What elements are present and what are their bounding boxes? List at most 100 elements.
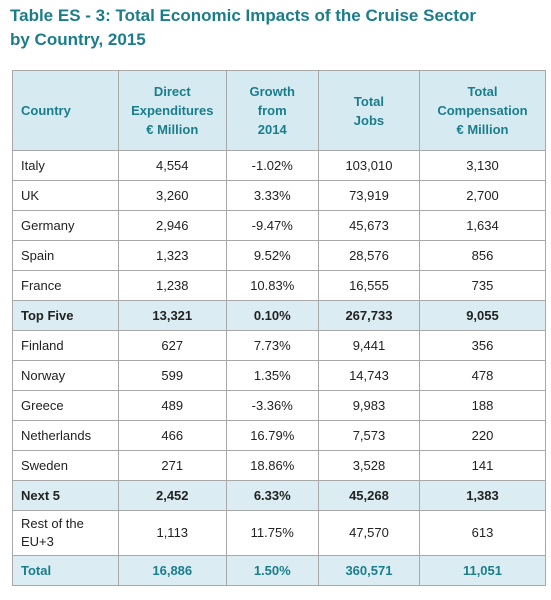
text-line: Growth (249, 84, 296, 99)
data-row: Greece 489 -3.36% 9,983 188 (12, 390, 547, 421)
value-cell: 1.50% (225, 555, 319, 586)
value-cell: 599 (117, 360, 227, 391)
value-cell: 735 (418, 270, 547, 301)
data-row: UK 3,260 3.33% 73,919 2,700 (12, 180, 547, 211)
value-cell: 10.83% (225, 270, 319, 301)
title-line: by Country, 2015 (10, 30, 146, 49)
country-cell: Spain (12, 240, 119, 271)
title-line: Table ES - 3: Total Economic Impacts of … (10, 6, 477, 25)
value-cell: 28,576 (317, 240, 420, 271)
value-cell: 9.52% (225, 240, 319, 271)
data-row: Spain 1,323 9.52% 28,576 856 (12, 240, 547, 271)
value-cell: 9,441 (317, 330, 420, 361)
country-cell: Greece (12, 390, 119, 421)
value-cell: 356 (418, 330, 547, 361)
text-line: € Million (456, 122, 509, 137)
text-line: Total (467, 84, 498, 99)
value-cell: 1,323 (117, 240, 227, 271)
value-cell: 9,055 (418, 300, 547, 331)
value-cell: 7.73% (225, 330, 319, 361)
text-line: Direct (153, 84, 191, 99)
country-cell: Italy (12, 150, 119, 181)
value-cell: 2,452 (117, 480, 227, 511)
column-header: Country (12, 70, 119, 151)
text-line: Jobs (353, 112, 385, 128)
country-cell: Next 5 (12, 480, 119, 511)
value-cell: 466 (117, 420, 227, 451)
country-cell: Netherlands (12, 420, 119, 451)
text-line: Country (21, 103, 71, 118)
total-row: Total 16,886 1.50% 360,571 11,051 (12, 555, 547, 586)
value-cell: -3.36% (225, 390, 319, 421)
value-cell: 220 (418, 420, 547, 451)
data-row: Rest of the EU+3 1,113 11.75% 47,570 613 (12, 510, 547, 556)
value-cell: 45,673 (317, 210, 420, 241)
value-cell: 1.35% (225, 360, 319, 391)
value-cell: 7,573 (317, 420, 420, 451)
country-cell: UK (12, 180, 119, 211)
value-cell: 4,554 (117, 150, 227, 181)
value-cell: 271 (117, 450, 227, 481)
value-cell: 9,983 (317, 390, 420, 421)
data-row: Sweden 271 18.86% 3,528 141 (12, 450, 547, 481)
data-row: Norway 599 1.35% 14,743 478 (12, 360, 547, 391)
column-header: Total Compensation € Million (418, 70, 547, 151)
subtotal-row: Top Five 13,321 0.10% 267,733 9,055 (12, 300, 547, 331)
value-cell: 3.33% (225, 180, 319, 211)
column-header: Total Jobs (317, 70, 420, 151)
value-cell: 1,238 (117, 270, 227, 301)
value-cell: 489 (117, 390, 227, 421)
text-line: Total (353, 93, 384, 109)
value-cell: 478 (418, 360, 547, 391)
country-cell: Finland (12, 330, 119, 361)
value-cell: 16.79% (225, 420, 319, 451)
value-cell: 3,130 (418, 150, 547, 181)
text-line: 2014 (257, 122, 287, 137)
data-row: Finland 627 7.73% 9,441 356 (12, 330, 547, 361)
text-line: from (257, 103, 287, 118)
value-cell: 3,528 (317, 450, 420, 481)
value-cell: 11.75% (225, 510, 319, 556)
value-cell: 267,733 (317, 300, 420, 331)
impacts-table: Country Direct Expenditures € Million Growth… (12, 70, 547, 586)
value-cell: 47,570 (317, 510, 420, 556)
text-line: Rest of the (21, 516, 84, 531)
header-row: Country Direct Expenditures € Million Growth… (12, 70, 547, 151)
country-cell: Total (12, 555, 119, 586)
country-cell: Top Five (12, 300, 119, 331)
value-cell: -9.47% (225, 210, 319, 241)
value-cell: 188 (418, 390, 547, 421)
value-cell: 16,555 (317, 270, 420, 301)
text-line: € Million (146, 122, 199, 137)
value-cell: 16,886 (117, 555, 227, 586)
value-cell: 13,321 (117, 300, 227, 331)
country-cell: France (12, 270, 119, 301)
table-title: Table ES - 3: Total Economic Impacts of … (10, 4, 476, 52)
value-cell: 2,700 (418, 180, 547, 211)
country-cell: Norway (12, 360, 119, 391)
value-cell: 103,010 (317, 150, 420, 181)
value-cell: 1,113 (117, 510, 227, 556)
text-line: Compensation (437, 103, 528, 118)
column-header: Growth from 2014 (225, 70, 319, 151)
country-cell: Germany (12, 210, 119, 241)
value-cell: 14,743 (317, 360, 420, 391)
value-cell: 3,260 (117, 180, 227, 211)
value-cell: 11,051 (418, 555, 547, 586)
value-cell: 360,571 (317, 555, 420, 586)
data-row: Netherlands 466 16.79% 7,573 220 (12, 420, 547, 451)
subtotal-row: Next 5 2,452 6.33% 45,268 1,383 (12, 480, 547, 511)
country-cell: Sweden (12, 450, 119, 481)
value-cell: 613 (418, 510, 547, 556)
data-row: France 1,238 10.83% 16,555 735 (12, 270, 547, 301)
value-cell: 45,268 (317, 480, 420, 511)
country-cell: Rest of the EU+3 (12, 510, 119, 556)
value-cell: 1,634 (418, 210, 547, 241)
value-cell: 1,383 (418, 480, 547, 511)
value-cell: 627 (117, 330, 227, 361)
data-row: Germany 2,946 -9.47% 45,673 1,634 (12, 210, 547, 241)
value-cell: -1.02% (225, 150, 319, 181)
data-row: Italy 4,554 -1.02% 103,010 3,130 (12, 150, 547, 181)
value-cell: 141 (418, 450, 547, 481)
